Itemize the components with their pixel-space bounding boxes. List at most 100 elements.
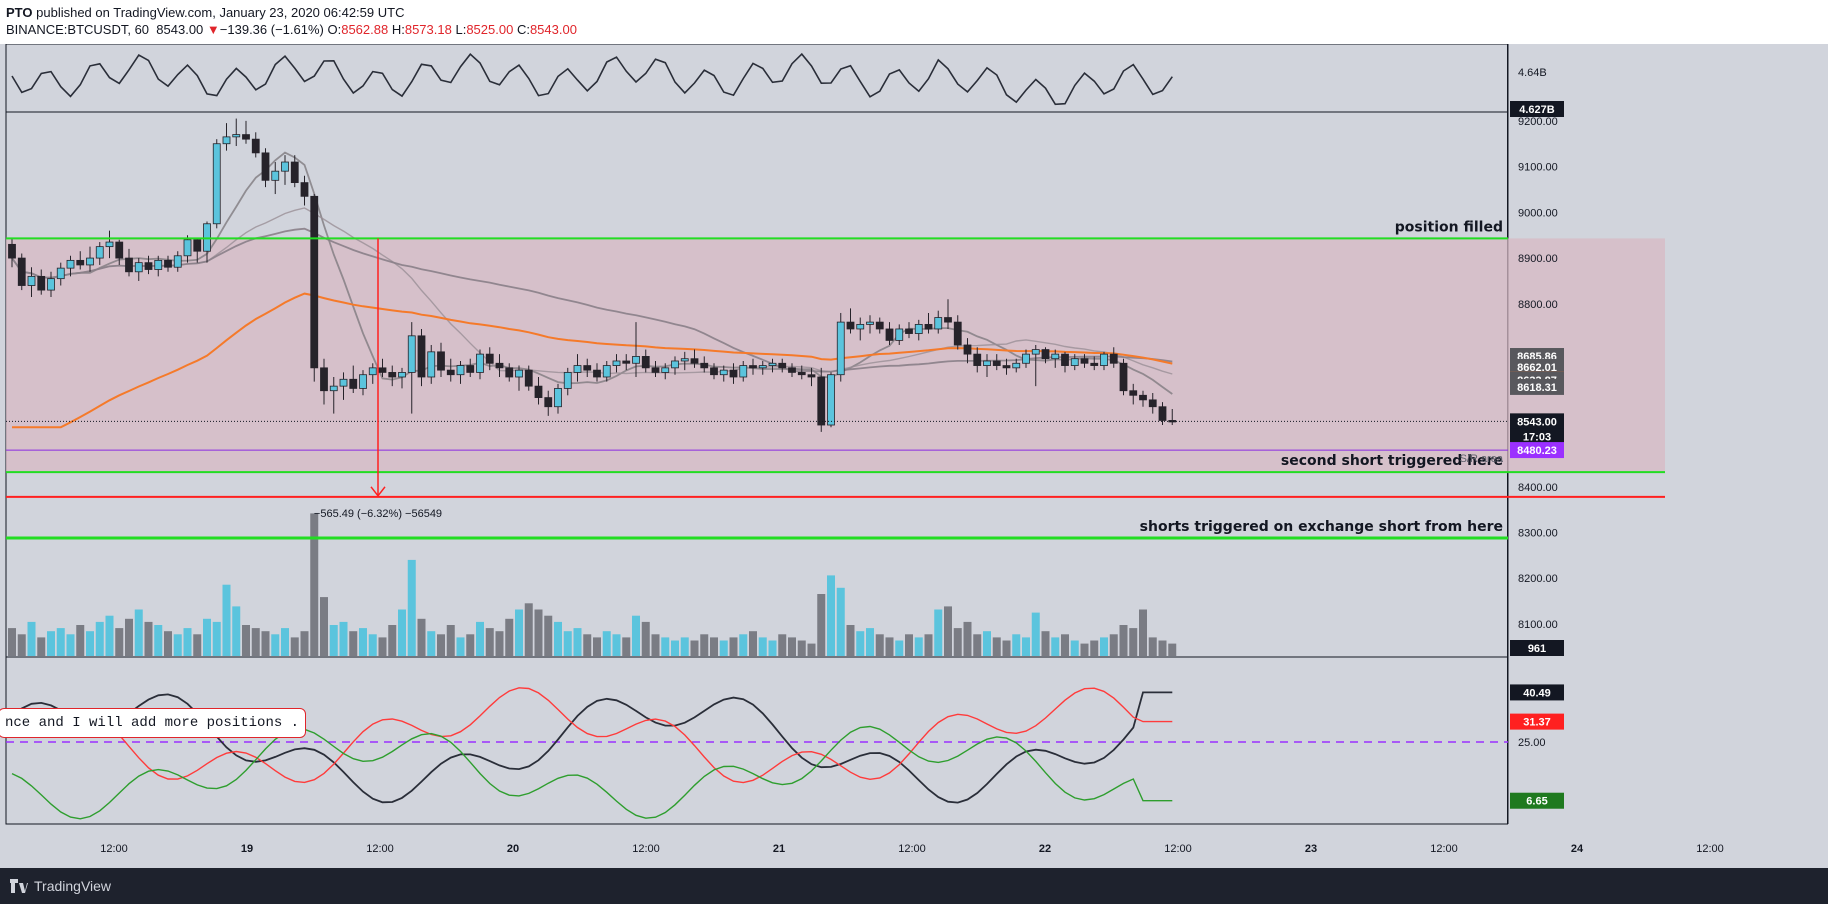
- candle-body: [651, 367, 660, 373]
- candle-body: [115, 241, 124, 259]
- candle-body: [690, 358, 699, 364]
- volume-bar: [563, 631, 572, 656]
- volume-indicator-line: [11, 52, 1173, 106]
- volume-bar: [27, 621, 36, 656]
- candle-body: [758, 365, 767, 369]
- candle-body: [739, 365, 748, 378]
- volume-bar: [1109, 634, 1118, 656]
- price-badge: [1510, 442, 1564, 459]
- volume-bar: [251, 628, 260, 656]
- author[interactable]: PTO: [6, 5, 33, 20]
- candle-body: [1061, 353, 1069, 366]
- candle-body: [593, 369, 601, 378]
- candle-body: [602, 365, 611, 378]
- candle-body: [1051, 353, 1060, 360]
- candle-body: [1100, 353, 1108, 366]
- volume-bar: [593, 637, 601, 656]
- candle-body: [232, 134, 241, 138]
- candle-body: [788, 367, 796, 373]
- volume-bar: [729, 637, 738, 656]
- candle-body: [134, 262, 143, 273]
- candle-body: [1158, 406, 1167, 421]
- volume-bar: [953, 628, 962, 656]
- candle-body: [983, 360, 991, 366]
- price-badge: [1510, 413, 1564, 430]
- volume-bar: [1022, 637, 1030, 656]
- volume-bar: [914, 637, 923, 656]
- candle-body: [1090, 362, 1099, 366]
- y-tick-label: 8400.00: [1518, 482, 1558, 494]
- low-label: L:: [455, 22, 467, 37]
- top-value-badge: [1510, 101, 1564, 117]
- volume-bar: [193, 634, 202, 656]
- publish-line: PTO published on TradingView.com, Januar…: [6, 5, 404, 20]
- candle-body: [963, 344, 972, 355]
- candle-body: [1080, 358, 1089, 364]
- volume-bar: [398, 609, 406, 656]
- chart-area[interactable]: position filled second short triggered he…: [0, 44, 1828, 868]
- volume-bar: [1119, 625, 1128, 656]
- candle-body: [173, 255, 182, 268]
- volume-bar: [768, 640, 777, 656]
- oscillator-line-red: [11, 687, 1173, 784]
- candle-body: [368, 367, 377, 376]
- x-tick-label: 12:00: [1696, 843, 1724, 855]
- level-label-second-short: second short triggered here: [1281, 453, 1503, 469]
- volume-bar: [1100, 637, 1108, 656]
- candle-body: [612, 360, 621, 366]
- candle-body: [905, 328, 913, 334]
- volume-bar: [992, 637, 1001, 656]
- symbol-label[interactable]: BINANCE:BTCUSDT, 60: [6, 22, 150, 37]
- volume-bar: [76, 625, 85, 656]
- volume-bar: [680, 637, 689, 656]
- chart-canvas[interactable]: position filled second short triggered he…: [0, 44, 1828, 868]
- candle-body: [866, 321, 874, 325]
- volume-bar: [281, 628, 289, 656]
- volume-bar: [1090, 640, 1099, 656]
- candle-body: [407, 335, 416, 373]
- candle-body: [271, 170, 280, 181]
- volume-bar: [378, 637, 387, 656]
- volume-bar: [300, 631, 309, 656]
- chart-header: PTO published on TradingView.com, Januar…: [0, 0, 1828, 44]
- volume-bar: [8, 628, 16, 656]
- candle-body: [817, 376, 826, 426]
- volume-bar: [1012, 634, 1021, 656]
- volume-bar: [1002, 640, 1011, 656]
- footer-brand[interactable]: TradingView: [34, 878, 112, 894]
- candle-body: [563, 372, 572, 389]
- volume-bar: [944, 606, 952, 656]
- volume-bar: [505, 618, 514, 656]
- volume-bar: [485, 628, 494, 656]
- volume-bar: [427, 631, 436, 656]
- candle-body: [719, 369, 728, 376]
- volume-bar: [134, 609, 143, 656]
- open-label: O:: [327, 22, 342, 37]
- candle-body: [398, 372, 406, 378]
- top-value-text: 4.627B: [1519, 104, 1555, 116]
- price-badge: [1510, 358, 1564, 375]
- candle-body: [1041, 349, 1050, 360]
- x-tick-label: 12:00: [1430, 843, 1458, 855]
- volume-bar: [222, 584, 231, 656]
- volume-bar: [17, 634, 26, 656]
- price-badge-text: 8480.23: [1517, 445, 1557, 457]
- candle-body: [105, 241, 114, 248]
- volume-bar: [105, 615, 114, 656]
- candle-body: [66, 259, 75, 269]
- volume-bar: [856, 631, 865, 656]
- volume-bar: [115, 628, 124, 656]
- volume-bar: [758, 637, 767, 656]
- volume-bar: [359, 628, 367, 656]
- candle-body: [680, 358, 689, 362]
- volume-bar: [417, 618, 426, 656]
- note-label[interactable]: nce and I will add more positions .: [0, 708, 306, 738]
- candle-body: [378, 367, 387, 373]
- candle-body: [17, 257, 26, 286]
- oscillator-badge: [1510, 713, 1564, 730]
- candle-body: [554, 388, 562, 408]
- x-tick-label: 23: [1305, 843, 1317, 855]
- top-tick-label: 4.64B: [1518, 67, 1547, 79]
- candle-body: [992, 360, 1001, 366]
- oscillator-tick-label: 25.00: [1518, 737, 1546, 749]
